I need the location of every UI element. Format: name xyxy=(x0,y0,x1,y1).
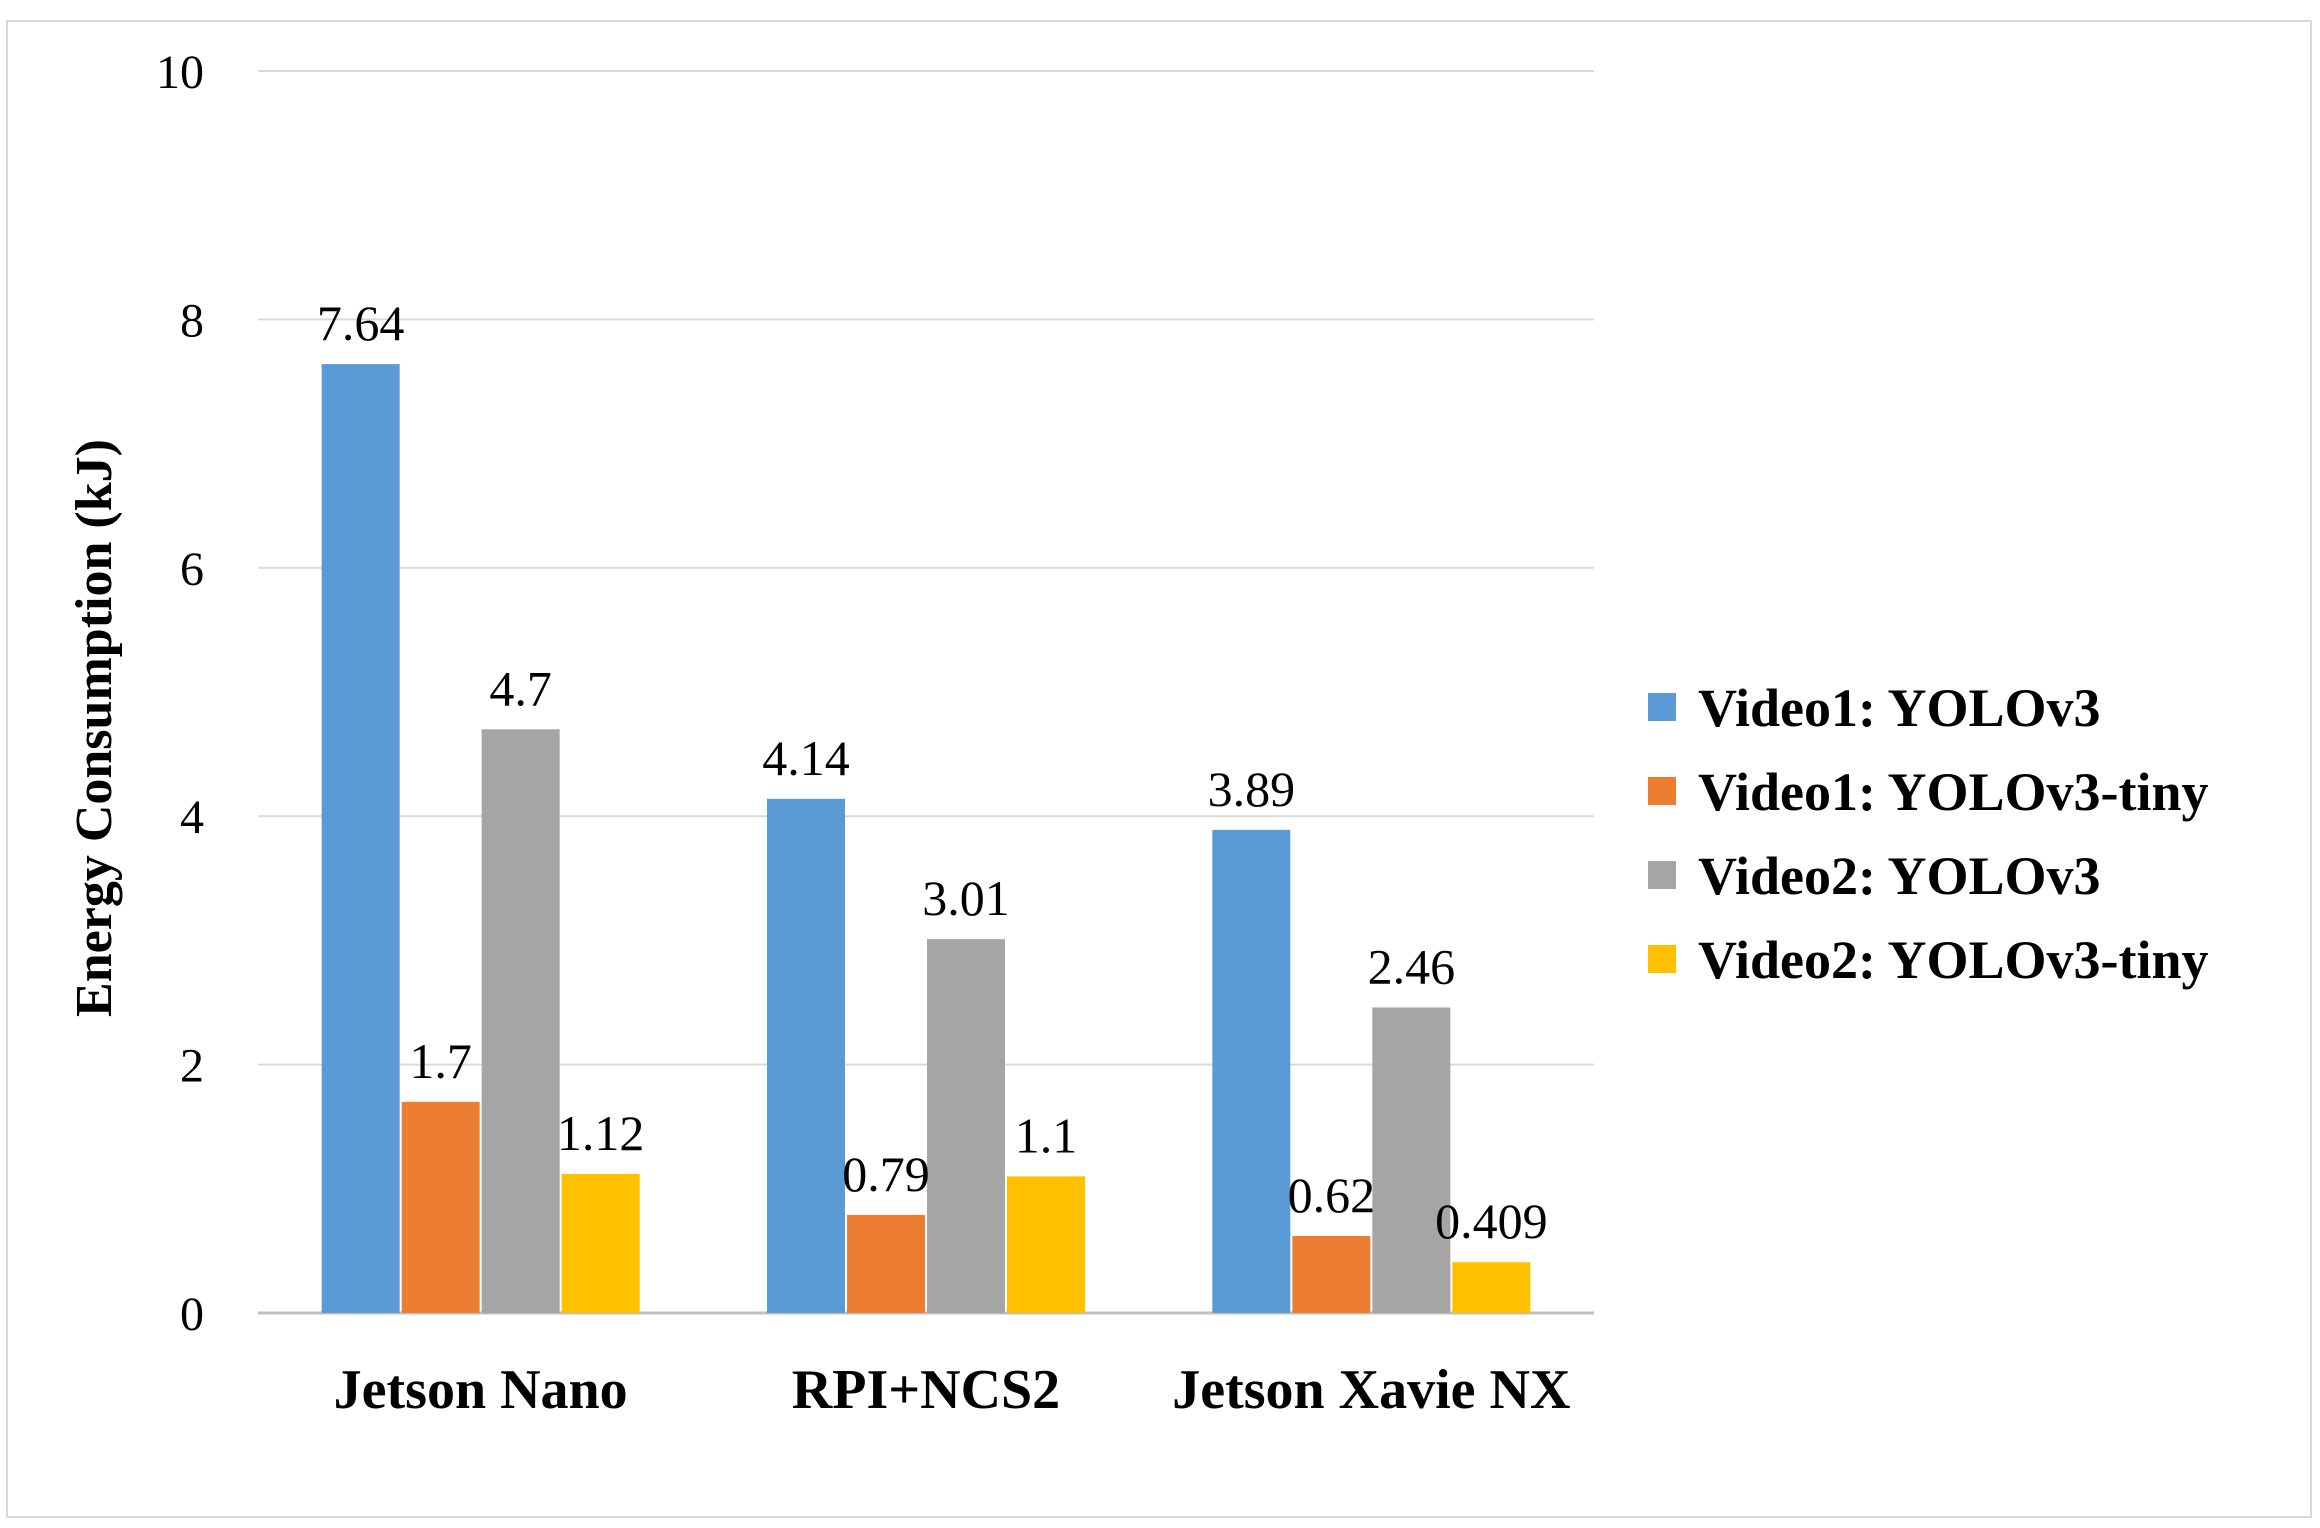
legend: Video1: YOLOv3 Video1: YOLOv3-tiny Video2:… xyxy=(1648,678,2209,990)
x-axis-categories: Jetson Nano RPI+NCS2 Jetson Xavie NX xyxy=(334,1359,1571,1421)
legend-label: Video2: YOLOv3-tiny xyxy=(1698,930,2209,990)
legend-label: Video1: YOLOv3-tiny xyxy=(1698,762,2209,822)
bar xyxy=(1212,829,1291,1313)
data-label: 4.7 xyxy=(489,660,552,716)
y-tick-label: 10 xyxy=(156,46,204,99)
x-category-label: Jetson Xavie NX xyxy=(1172,1359,1570,1421)
bar xyxy=(847,1214,925,1313)
legend-swatch xyxy=(1648,861,1676,889)
legend-item: Video2: YOLOv3 xyxy=(1648,846,2101,906)
chart-frame: 0 2 4 6 8 10 7.64 1.7 4.7 1.12 4.14 0.79 3.01 1.1 3.8… xyxy=(6,20,2312,1518)
bar-chart: 0 2 4 6 8 10 7.64 1.7 4.7 1.12 4.14 0.79 3.01 1.1 3.8… xyxy=(66,46,2209,1421)
bar xyxy=(561,1173,640,1313)
legend-item: Video1: YOLOv3-tiny xyxy=(1648,762,2209,822)
bar xyxy=(1372,1007,1451,1313)
bar xyxy=(321,364,400,1313)
bar xyxy=(1292,1235,1371,1313)
data-label: 7.64 xyxy=(317,295,405,351)
y-tick-label: 6 xyxy=(180,543,204,596)
data-label: 1.1 xyxy=(1015,1107,1078,1163)
legend-swatch xyxy=(1648,777,1676,805)
data-label: 1.7 xyxy=(409,1033,472,1089)
bar xyxy=(927,939,1005,1313)
data-labels: 7.64 1.7 4.7 1.12 4.14 0.79 3.01 1.1 3.89 0.62 2.4… xyxy=(317,295,1548,1249)
y-axis-label: Energy Consumption (kJ) xyxy=(66,439,123,1017)
data-label: 1.12 xyxy=(557,1105,645,1161)
data-label: 0.79 xyxy=(842,1146,930,1202)
data-label: 3.01 xyxy=(922,870,1010,926)
bar xyxy=(1007,1176,1085,1313)
bar xyxy=(1452,1262,1531,1313)
y-tick-label: 0 xyxy=(180,1288,204,1341)
y-tick-label: 2 xyxy=(180,1040,204,1093)
legend-swatch xyxy=(1648,945,1676,973)
data-label: 0.62 xyxy=(1288,1167,1376,1223)
bars xyxy=(321,364,1531,1313)
bar xyxy=(401,1101,480,1313)
legend-label: Video1: YOLOv3 xyxy=(1698,678,2101,738)
bar xyxy=(767,798,845,1313)
bar xyxy=(481,729,560,1313)
data-label: 3.89 xyxy=(1208,761,1296,817)
y-tick-label: 8 xyxy=(180,294,204,347)
gridlines xyxy=(258,70,1594,1315)
y-tick-label: 4 xyxy=(180,791,204,844)
data-label: 4.14 xyxy=(762,730,850,786)
data-label: 0.409 xyxy=(1435,1193,1548,1249)
legend-item: Video1: YOLOv3 xyxy=(1648,678,2101,738)
x-category-label: RPI+NCS2 xyxy=(792,1359,1060,1421)
legend-label: Video2: YOLOv3 xyxy=(1698,846,2101,906)
y-axis-ticks: 0 2 4 6 8 10 xyxy=(156,46,204,1341)
data-label: 2.46 xyxy=(1368,938,1456,994)
legend-swatch xyxy=(1648,693,1676,721)
legend-item: Video2: YOLOv3-tiny xyxy=(1648,930,2209,990)
x-category-label: Jetson Nano xyxy=(334,1359,628,1421)
